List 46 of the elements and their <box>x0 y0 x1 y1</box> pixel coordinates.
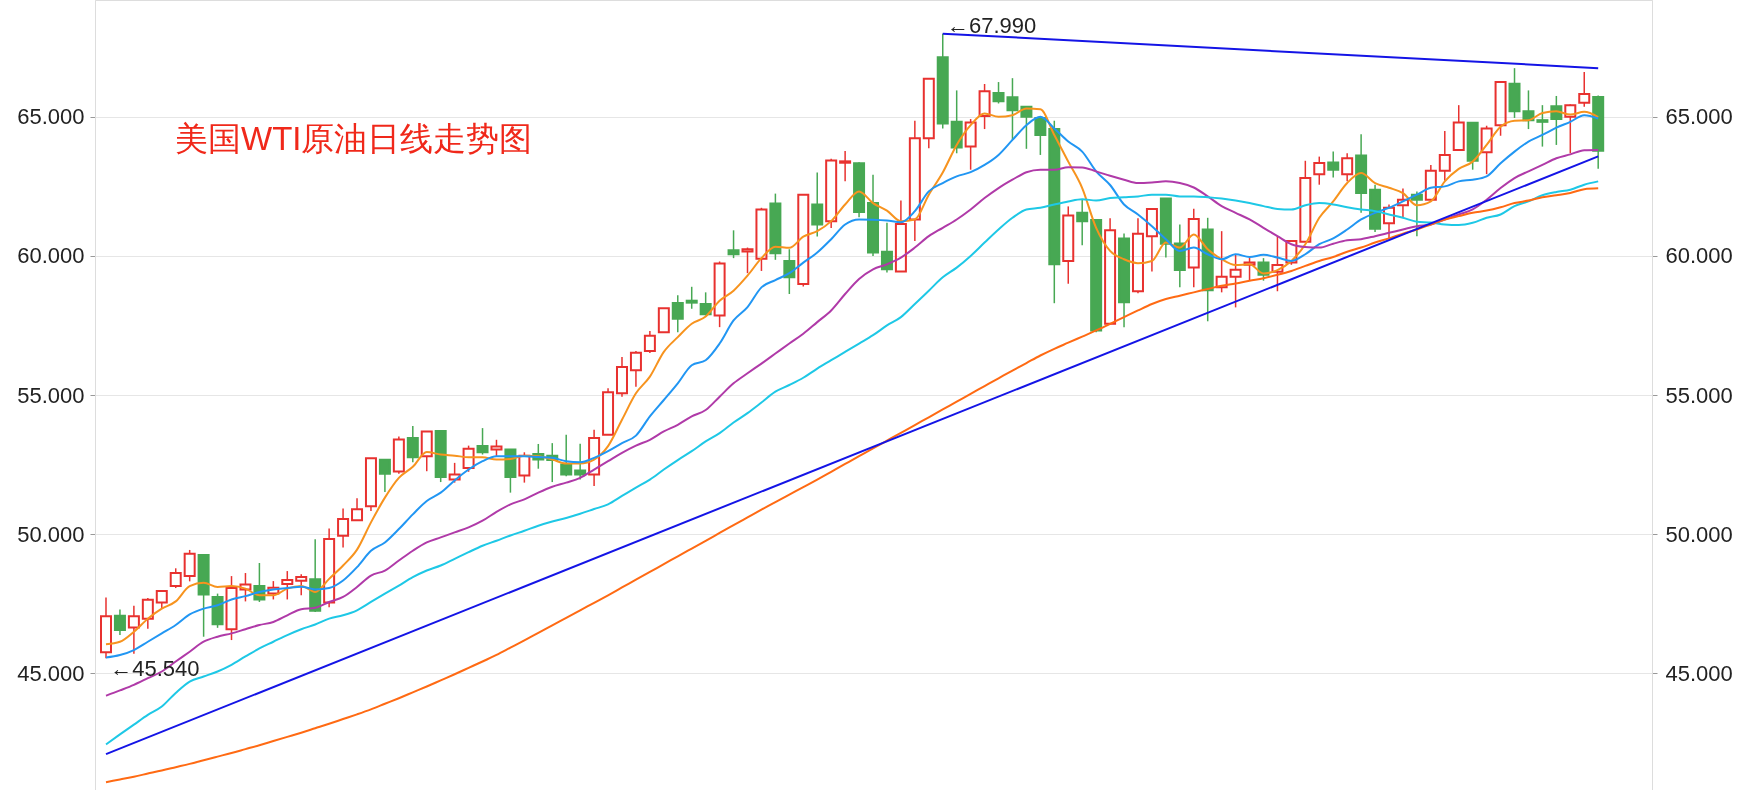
candlestick <box>406 425 419 464</box>
candlestick <box>1034 116 1047 156</box>
candlestick <box>1271 235 1284 292</box>
candlestick <box>671 294 684 333</box>
candlestick <box>1145 207 1158 273</box>
y2-tick-label: 65.000 <box>1665 104 1733 130</box>
candlestick <box>908 119 921 242</box>
candlestick <box>1355 133 1368 214</box>
y2-tick-label: 60.000 <box>1665 243 1733 269</box>
candlestick <box>197 553 210 638</box>
annotation: ←67.990 <box>946 12 1037 38</box>
candlestick <box>657 307 670 334</box>
candlestick <box>1187 207 1200 289</box>
candlestick <box>295 573 308 597</box>
y-tick-label: 60.000 <box>17 243 85 269</box>
y-tick-label: 55.000 <box>17 382 85 408</box>
y2-tick-label: 55.000 <box>1665 382 1733 408</box>
candlestick <box>811 171 824 238</box>
candlestick <box>839 150 852 183</box>
y-tick-label: 50.000 <box>17 521 85 547</box>
candlestick <box>1159 197 1172 259</box>
candlestick <box>602 387 615 436</box>
candlestick <box>894 199 907 273</box>
y-tick-label: 65.000 <box>17 104 85 130</box>
candlestick <box>1118 232 1131 328</box>
y-tick-label: 45.000 <box>17 660 85 686</box>
candlestick <box>1578 71 1591 108</box>
candlestick <box>588 429 601 487</box>
candlestick <box>113 608 126 636</box>
candlestick <box>127 605 140 655</box>
candlestick <box>1438 130 1451 182</box>
text: 美国WTI原油日线走势图 <box>175 120 533 157</box>
candlestick <box>1327 150 1340 179</box>
candlestick <box>922 77 935 150</box>
candlestick <box>351 497 364 522</box>
y2-tick-label: 45.000 <box>1665 660 1733 686</box>
candlestick <box>1341 152 1354 183</box>
candlestick <box>100 596 112 659</box>
candlestick <box>615 356 628 398</box>
candlestick <box>378 458 391 493</box>
candlestick <box>1076 198 1089 247</box>
candlestick <box>364 457 377 512</box>
y2-tick-label: 50.000 <box>1665 521 1733 547</box>
candlestick <box>337 507 350 549</box>
candlestick <box>392 435 405 475</box>
candlestick <box>1383 203 1395 240</box>
